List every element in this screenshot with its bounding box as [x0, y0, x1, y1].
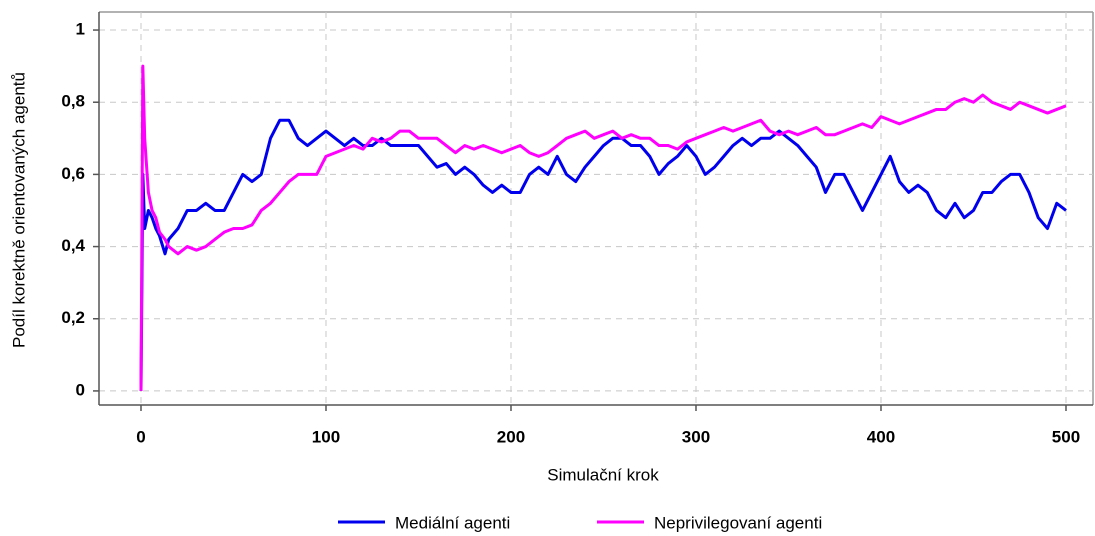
x-tick-label: 300: [682, 427, 710, 446]
y-axis-title: Podíl korektně orientovaných agentů: [9, 72, 28, 348]
y-tick-label: 0,8: [61, 92, 85, 111]
x-tick-label: 500: [1052, 427, 1080, 446]
x-tick-label: 200: [497, 427, 525, 446]
legend-label: Mediální agenti: [395, 513, 510, 532]
legend-label: Neprivilegovaní agenti: [654, 513, 822, 532]
x-tick-label: 100: [312, 427, 340, 446]
series-line: [139, 64, 1067, 391]
y-tick-label: 0,6: [61, 164, 85, 183]
x-tick-label: 400: [867, 427, 895, 446]
y-tick-label: 1: [76, 20, 85, 39]
y-tick-label: 0,2: [61, 308, 85, 327]
x-axis-title: Simulační krok: [547, 465, 659, 484]
y-tick-label: 0: [76, 380, 85, 399]
y-tick-label: 0,4: [61, 236, 85, 255]
x-tick-label: 0: [136, 427, 145, 446]
series-line: [139, 118, 1067, 391]
